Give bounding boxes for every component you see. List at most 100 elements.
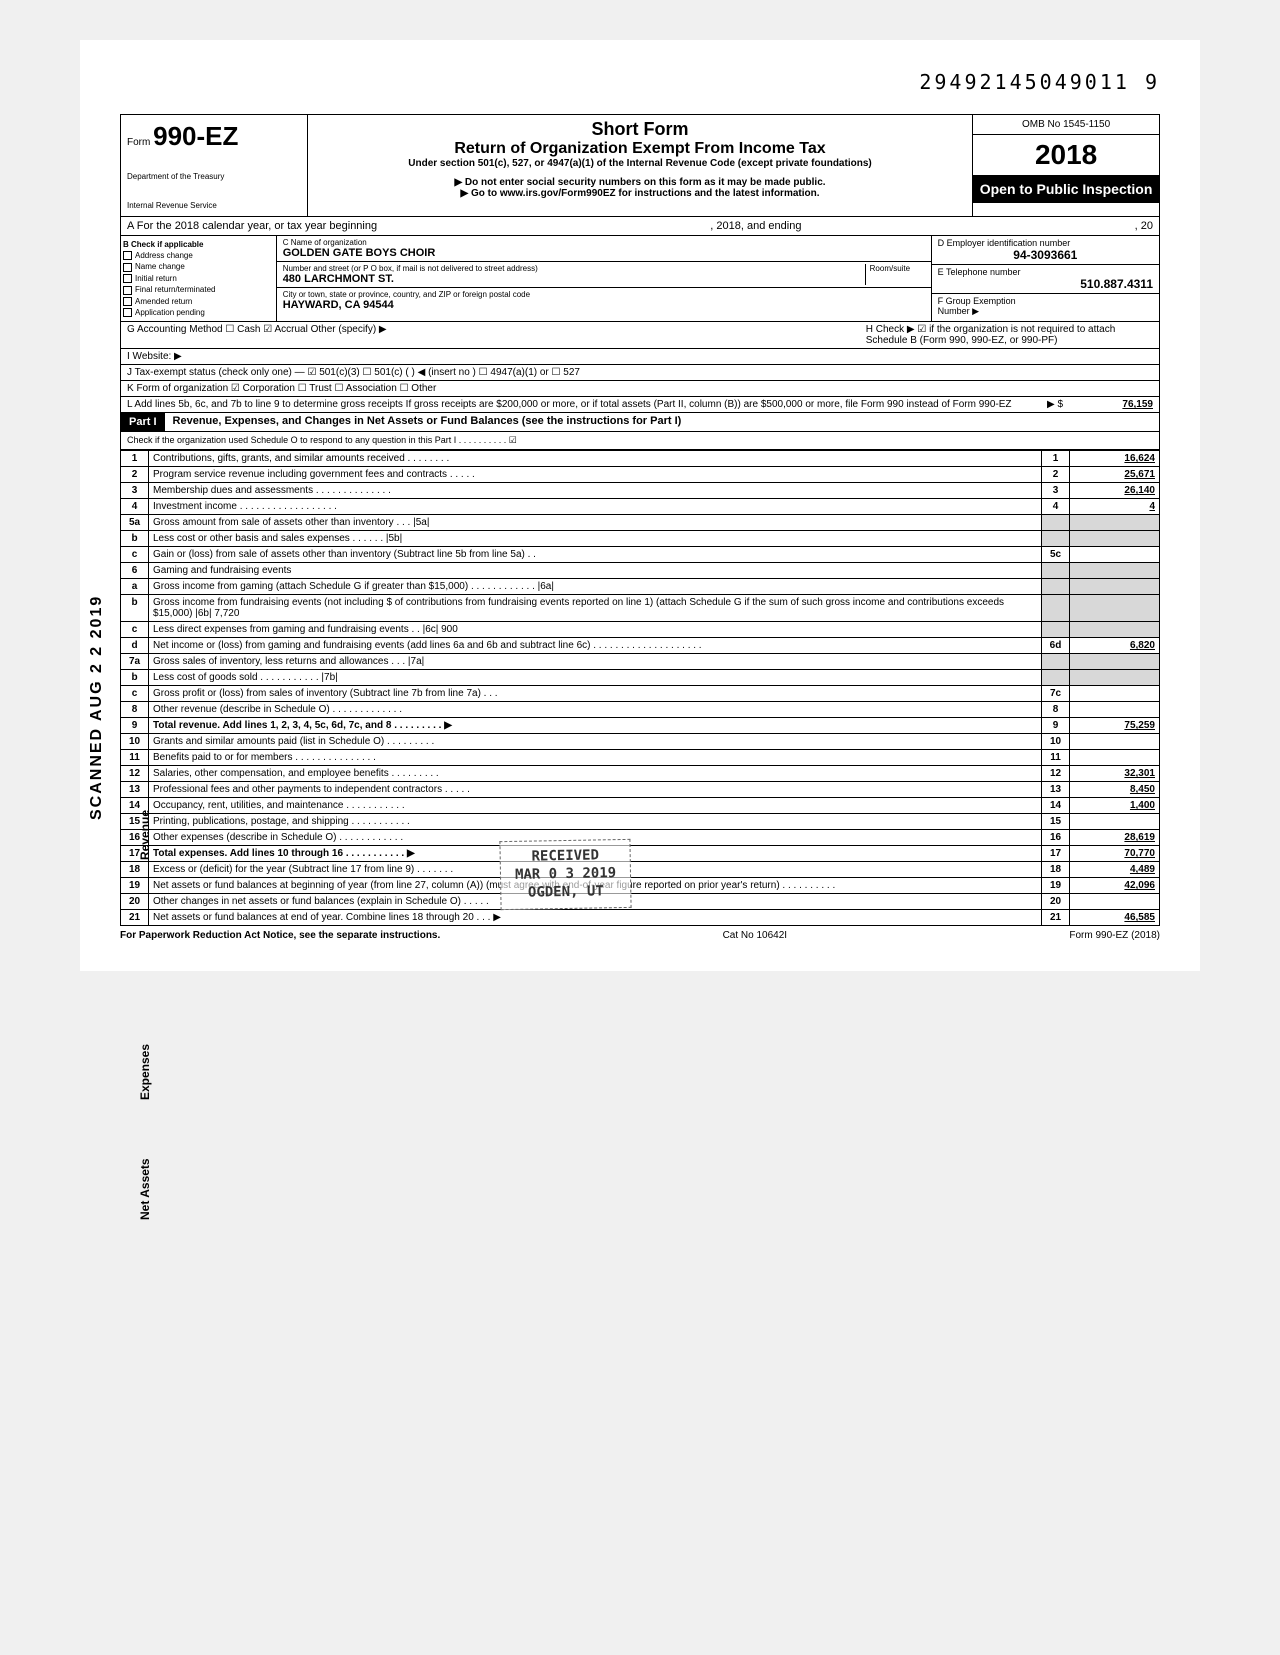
line-row: 15Printing, publications, postage, and s… — [121, 814, 1160, 830]
line-number: 10 — [121, 734, 149, 750]
line-value — [1070, 547, 1160, 563]
line-value — [1070, 515, 1160, 531]
line-desc: Grants and similar amounts paid (list in… — [149, 734, 1042, 750]
line-box — [1042, 531, 1070, 547]
row-l-gross-receipts: L Add lines 5b, 6c, and 7b to line 9 to … — [120, 397, 1160, 413]
ein-label: D Employer identification number — [938, 238, 1153, 248]
line-box: 21 — [1042, 910, 1070, 926]
line-box: 4 — [1042, 499, 1070, 515]
line-value — [1070, 579, 1160, 595]
col-c-org-info: C Name of organization GOLDEN GATE BOYS … — [277, 236, 931, 321]
line-desc: Benefits paid to or for members . . . . … — [149, 750, 1042, 766]
ein-value: 94-3093661 — [938, 248, 1153, 262]
chk-name-change[interactable]: Name change — [123, 262, 274, 271]
line-row: 9Total revenue. Add lines 1, 2, 3, 4, 5c… — [121, 718, 1160, 734]
dept-treasury: Department of the Treasury — [127, 172, 301, 181]
line-value: 8,450 — [1070, 782, 1160, 798]
form-page: SCANNED AUG 2 2 2019 29492145049011 9 Fo… — [80, 40, 1200, 971]
line-desc: Less cost or other basis and sales expen… — [149, 531, 1042, 547]
form-number: Form 990-EZ — [127, 121, 301, 152]
line-value: 70,770 — [1070, 846, 1160, 862]
line-desc: Salaries, other compensation, and employ… — [149, 766, 1042, 782]
line-number: c — [121, 686, 149, 702]
dept-irs: Internal Revenue Service — [127, 201, 301, 210]
line-number: a — [121, 579, 149, 595]
chk-application-pending[interactable]: Application pending — [123, 308, 274, 317]
line-number: 12 — [121, 766, 149, 782]
line-value: 25,671 — [1070, 467, 1160, 483]
line-box: 18 — [1042, 862, 1070, 878]
line-number: 7a — [121, 654, 149, 670]
line-row: 6Gaming and fundraising events — [121, 563, 1160, 579]
row-j-tax-exempt: J Tax-exempt status (check only one) — ☑… — [120, 365, 1160, 381]
group-exemption-label: F Group Exemption — [938, 296, 1153, 306]
line-value — [1070, 595, 1160, 622]
row-a-right: , 20 — [1135, 220, 1153, 232]
title-short-form: Short Form — [316, 119, 964, 140]
line-box — [1042, 670, 1070, 686]
line-row: 8Other revenue (describe in Schedule O) … — [121, 702, 1160, 718]
line-desc: Program service revenue including govern… — [149, 467, 1042, 483]
line-desc: Gain or (loss) from sale of assets other… — [149, 547, 1042, 563]
part-1-header: Part I Revenue, Expenses, and Changes in… — [120, 413, 1160, 432]
line-box: 8 — [1042, 702, 1070, 718]
side-label-expenses: Expenses — [138, 1044, 152, 1100]
phone-value: 510.887.4311 — [938, 277, 1153, 291]
chk-initial-return[interactable]: Initial return — [123, 274, 274, 283]
line-desc: Investment income . . . . . . . . . . . … — [149, 499, 1042, 515]
line-box: 15 — [1042, 814, 1070, 830]
line-number: b — [121, 595, 149, 622]
line-box: 10 — [1042, 734, 1070, 750]
line-row: 5aGross amount from sale of assets other… — [121, 515, 1160, 531]
org-name-label: C Name of organization — [283, 238, 925, 247]
line-desc: Membership dues and assessments . . . . … — [149, 483, 1042, 499]
title-return: Return of Organization Exempt From Incom… — [316, 140, 964, 158]
received-stamp: RECEIVED MAR 0 3 2019 OGDEN, UT — [499, 839, 631, 910]
row-i-website: I Website: ▶ — [120, 349, 1160, 365]
line-row: 21Net assets or fund balances at end of … — [121, 910, 1160, 926]
row-l-text: L Add lines 5b, 6c, and 7b to line 9 to … — [127, 399, 1023, 410]
line-desc: Less cost of goods sold . . . . . . . . … — [149, 670, 1042, 686]
line-box — [1042, 563, 1070, 579]
line-value — [1070, 531, 1160, 547]
line-row: 11Benefits paid to or for members . . . … — [121, 750, 1160, 766]
line-box: 3 — [1042, 483, 1070, 499]
line-number: 9 — [121, 718, 149, 734]
line-row: 1Contributions, gifts, grants, and simil… — [121, 451, 1160, 467]
line-value: 75,259 — [1070, 718, 1160, 734]
line-value: 1,400 — [1070, 798, 1160, 814]
line-value: 4,489 — [1070, 862, 1160, 878]
document-id: 29492145049011 9 — [120, 70, 1160, 94]
chk-final-return[interactable]: Final return/terminated — [123, 285, 274, 294]
line-desc: Gross amount from sale of assets other t… — [149, 515, 1042, 531]
line-row: 12Salaries, other compensation, and empl… — [121, 766, 1160, 782]
footer-left: For Paperwork Reduction Act Notice, see … — [120, 930, 440, 941]
line-value — [1070, 750, 1160, 766]
form-header: Form 990-EZ Department of the Treasury I… — [120, 114, 1160, 217]
side-label-revenue: Revenue — [138, 810, 152, 860]
line-box — [1042, 579, 1070, 595]
part-1-label: Part I — [121, 413, 165, 431]
line-box: 13 — [1042, 782, 1070, 798]
line-value: 16,624 — [1070, 451, 1160, 467]
form-prefix: Form — [127, 137, 150, 148]
line-row: 2Program service revenue including gover… — [121, 467, 1160, 483]
line-box — [1042, 622, 1070, 638]
row-l-value: 76,159 — [1063, 399, 1153, 410]
line-desc: Gaming and fundraising events — [149, 563, 1042, 579]
line-desc: Gross sales of inventory, less returns a… — [149, 654, 1042, 670]
omb-number: OMB No 1545-1150 — [973, 115, 1159, 135]
line-number: c — [121, 547, 149, 563]
chk-address-change[interactable]: Address change — [123, 251, 274, 260]
line-box: 2 — [1042, 467, 1070, 483]
line-value — [1070, 814, 1160, 830]
line-row: 17Total expenses. Add lines 10 through 1… — [121, 846, 1160, 862]
chk-amended-return[interactable]: Amended return — [123, 297, 274, 306]
addr-value: 480 LARCHMONT ST. — [283, 273, 865, 285]
line-row: aGross income from gaming (attach Schedu… — [121, 579, 1160, 595]
line-box: 12 — [1042, 766, 1070, 782]
line-box: 17 — [1042, 846, 1070, 862]
line-value: 32,301 — [1070, 766, 1160, 782]
line-value: 28,619 — [1070, 830, 1160, 846]
line-value: 42,096 — [1070, 878, 1160, 894]
